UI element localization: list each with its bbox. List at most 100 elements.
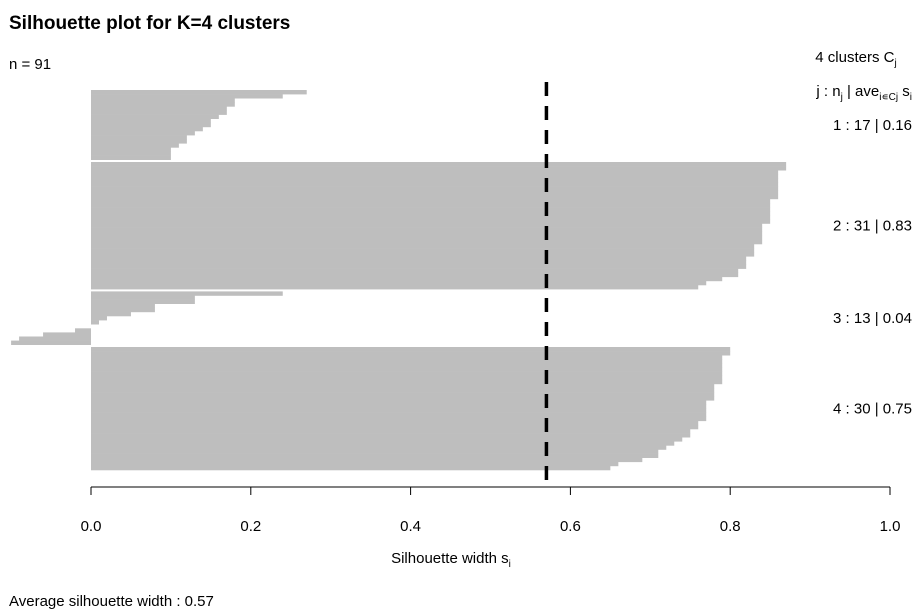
silhouette-bar	[91, 252, 755, 257]
silhouette-bar	[91, 371, 723, 376]
silhouette-bar	[91, 147, 171, 152]
silhouette-bar	[91, 433, 691, 438]
silhouette-bar	[91, 186, 779, 191]
silhouette-bar	[91, 299, 195, 304]
silhouette-bar	[91, 359, 723, 364]
silhouette-bar	[91, 194, 779, 200]
x-tick-label: 0.0	[81, 518, 102, 535]
silhouette-bar	[91, 203, 771, 208]
n-label: n = 91	[9, 56, 51, 73]
silhouette-bar	[91, 412, 707, 417]
silhouette-bar	[91, 404, 707, 409]
silhouette-bar	[91, 110, 227, 115]
silhouette-bar	[91, 126, 203, 132]
silhouette-bar	[91, 367, 723, 372]
silhouette-bar	[91, 139, 187, 144]
silhouette-bar	[91, 441, 675, 446]
silhouette-bar	[91, 223, 763, 228]
legend-header: 4 clusters Cj	[815, 49, 896, 69]
silhouette-bar	[91, 453, 659, 458]
silhouette-bar	[91, 355, 723, 360]
silhouette-bar	[91, 461, 619, 467]
silhouette-bar	[91, 388, 715, 393]
cluster-label: 1 : 17 | 0.16	[833, 117, 912, 134]
silhouette-bar	[91, 320, 99, 325]
silhouette-bar	[11, 340, 92, 345]
silhouette-bar	[91, 280, 707, 286]
silhouette-bar	[91, 190, 779, 196]
silhouette-bar	[91, 248, 755, 253]
silhouette-bar	[91, 307, 155, 313]
silhouette-bar	[91, 276, 723, 282]
chart-title: Silhouette plot for K=4 clusters	[9, 13, 290, 34]
silhouette-bar	[91, 457, 643, 463]
x-tick-label: 0.2	[240, 518, 261, 535]
silhouette-bar	[91, 102, 235, 107]
silhouette-bar	[91, 351, 731, 356]
silhouette-bar	[91, 198, 771, 204]
silhouette-bar	[91, 244, 755, 249]
silhouette-bar	[91, 131, 195, 136]
silhouette-bar	[91, 207, 771, 212]
cluster-label: 2 : 31 | 0.83	[833, 218, 912, 235]
cluster-labels: 1 : 17 | 0.16 2 : 31 | 0.83 3 : 13 | 0.04 4…	[833, 117, 912, 418]
silhouette-bar	[91, 182, 779, 187]
silhouette-bar	[91, 143, 179, 148]
silhouette-bar	[91, 272, 739, 278]
silhouette-bar	[91, 98, 235, 103]
silhouette-bar	[91, 118, 211, 124]
silhouette-bar	[91, 316, 107, 321]
x-tick-label: 0.6	[560, 518, 581, 535]
silhouette-bar	[43, 332, 91, 337]
silhouette-bar	[91, 379, 723, 385]
silhouette-bar	[91, 424, 699, 430]
silhouette-bar	[91, 114, 219, 119]
silhouette-bar	[91, 211, 771, 216]
x-axis-label: Silhouette width si	[391, 550, 511, 570]
legend-columns: j : nj | avei∊Cj si	[815, 83, 912, 103]
silhouette-bar	[91, 239, 763, 245]
silhouette-bar	[91, 400, 707, 405]
silhouette-bar	[91, 151, 171, 156]
silhouette-bar	[91, 260, 747, 265]
average-silhouette-footer: Average silhouette width : 0.57	[9, 593, 214, 610]
silhouette-bar	[91, 347, 731, 352]
x-axis-ticks: 0.0 0.2 0.4 0.6 0.8 1.0	[81, 487, 901, 535]
silhouette-bar	[91, 303, 155, 309]
cluster-label: 4 : 30 | 0.75	[833, 401, 912, 418]
silhouette-bar	[91, 90, 307, 95]
silhouette-bar	[91, 178, 779, 183]
x-tick-label: 0.4	[400, 518, 421, 535]
x-tick-label: 1.0	[880, 518, 901, 535]
silhouette-bar	[91, 135, 187, 140]
silhouette-bar	[91, 392, 715, 397]
silhouette-bar	[91, 408, 707, 413]
silhouette-bar	[91, 219, 771, 224]
silhouette-bar	[91, 465, 611, 471]
silhouette-bar	[91, 155, 171, 160]
silhouette-bar	[91, 429, 691, 434]
silhouette-bar	[91, 94, 283, 99]
silhouette-bar	[91, 122, 211, 128]
x-tick-label: 0.8	[720, 518, 741, 535]
silhouette-bar	[91, 291, 283, 296]
silhouette-bar	[91, 437, 683, 442]
silhouette-bar	[91, 416, 707, 422]
silhouette-bar	[91, 235, 763, 241]
silhouette-bar	[91, 268, 739, 273]
silhouette-bar	[91, 170, 779, 175]
cluster-label: 3 : 13 | 0.04	[833, 310, 912, 327]
silhouette-bar	[91, 256, 747, 261]
silhouette-bar	[91, 311, 131, 317]
silhouette-bar	[91, 449, 659, 454]
silhouette-bar	[91, 231, 763, 237]
silhouette-bar	[91, 375, 723, 381]
silhouette-bar	[91, 285, 699, 290]
silhouette-bar	[91, 106, 227, 111]
silhouette-bar	[75, 328, 91, 333]
silhouette-bar	[91, 227, 763, 232]
silhouette-bar	[91, 420, 699, 426]
silhouette-bar	[91, 383, 715, 389]
silhouette-bar	[91, 174, 779, 179]
